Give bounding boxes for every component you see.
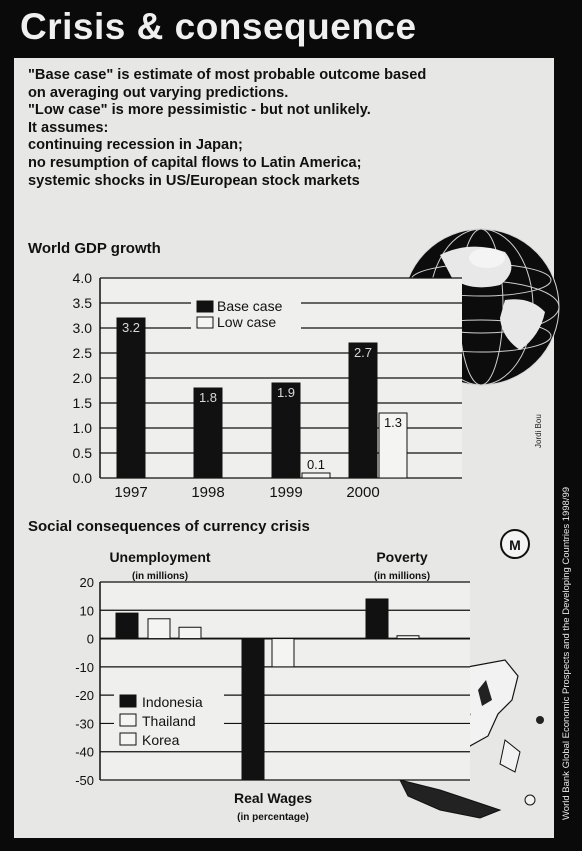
gdp-legend-swatch-low [196,316,214,329]
intro-line: "Base case" is estimate of most probable… [28,67,427,83]
social-legend-swatch [119,732,137,746]
social-plot-area [100,582,470,780]
gdp-y-tick-label: 2.0 [73,370,93,386]
gdp-y-tick-label: 2.5 [73,345,93,361]
social-group-label: Poverty [376,549,428,565]
social-legend-label: Indonesia [142,694,203,710]
social-legend-swatch [119,713,137,727]
gdp-x-tick-label: 1997 [114,484,147,501]
gdp-bar-base-case [271,382,301,479]
social-y-tick-label: -50 [75,773,94,788]
social-bar-thailand [271,638,295,668]
social-group-label: Unemployment [109,549,210,565]
gdp-y-tick-label: 1.5 [73,395,93,411]
intro-line: continuing recession in Japan; [28,137,243,154]
gdp-bar-low-case [301,472,331,479]
social-y-tick-label: 20 [80,575,94,590]
gdp-data-label: 0.1 [307,457,325,472]
gdp-bar-base-case [116,317,146,479]
social-bar-thailand [396,635,420,640]
gdp-data-label: 1.9 [277,385,295,400]
gdp-x-tick-label: 1999 [269,484,302,501]
social-bar-indonesia [241,638,265,781]
gdp-data-label: 1.3 [384,415,402,430]
social-legend-swatch [119,694,137,708]
svg-text:M: M [509,537,521,553]
gdp-y-tick-label: 4.0 [73,270,93,286]
social-y-tick-label: -40 [75,745,94,760]
social-y-tick-label: -10 [75,660,94,675]
intro-line: It assumes: [28,119,109,136]
social-group-sublabel: (in millions) [374,571,430,582]
intro-line: on averaging out varying predictions. [28,84,289,101]
newspaper-logo: M [500,529,530,559]
gdp-y-tick-label: 3.5 [73,295,93,311]
gdp-bar-low-case [378,412,408,479]
gdp-data-label: 2.7 [354,345,372,360]
social-bar-thailand [147,618,171,640]
gdp-x-tick-label: 1998 [191,484,224,501]
gdp-legend-label-low: Low case [217,314,276,330]
gdp-y-tick-label: 0.0 [73,470,93,486]
poster-title: Crisis & consequence [20,6,417,47]
gdp-y-tick-label: 0.5 [73,445,93,461]
social-group-label: Real Wages [234,790,312,806]
social-y-tick-label: 0 [87,632,94,647]
gdp-bar-base-case [348,342,378,479]
social-chart-title: Social consequences of currency crisis [28,518,310,535]
gdp-data-label: 3.2 [122,320,140,335]
gdp-y-tick-label: 1.0 [73,420,93,436]
intro-line: no resumption of capital flows to Latin … [28,154,362,171]
gdp-legend-swatch-base [196,300,214,313]
social-bar-indonesia [115,612,139,640]
gdp-y-tick-label: 3.0 [73,320,93,336]
gdp-bar-base-case [193,387,223,479]
social-group-sublabel: (in millions) [132,571,188,582]
social-y-tick-label: -30 [75,716,94,731]
intro-text: "Base case" is estimate of most probable… [28,67,548,190]
social-bar-korea [178,626,202,640]
social-legend-label: Thailand [142,713,196,729]
social-y-tick-label: 10 [80,603,94,618]
social-group-sublabel: (in percentage) [237,812,309,823]
social-y-tick-label: -20 [75,688,94,703]
gdp-data-label: 1.8 [199,390,217,405]
gdp-legend-label-base: Base case [217,298,283,314]
social-bar-indonesia [365,598,389,640]
intro-line: "Low case" is more pessimistic - but not… [28,102,371,119]
social-legend-label: Korea [142,732,180,748]
gdp-chart-title: World GDP growth [28,240,161,257]
gdp-x-tick-label: 2000 [346,484,379,501]
intro-line: systemic shocks in US/European stock mar… [28,172,360,189]
